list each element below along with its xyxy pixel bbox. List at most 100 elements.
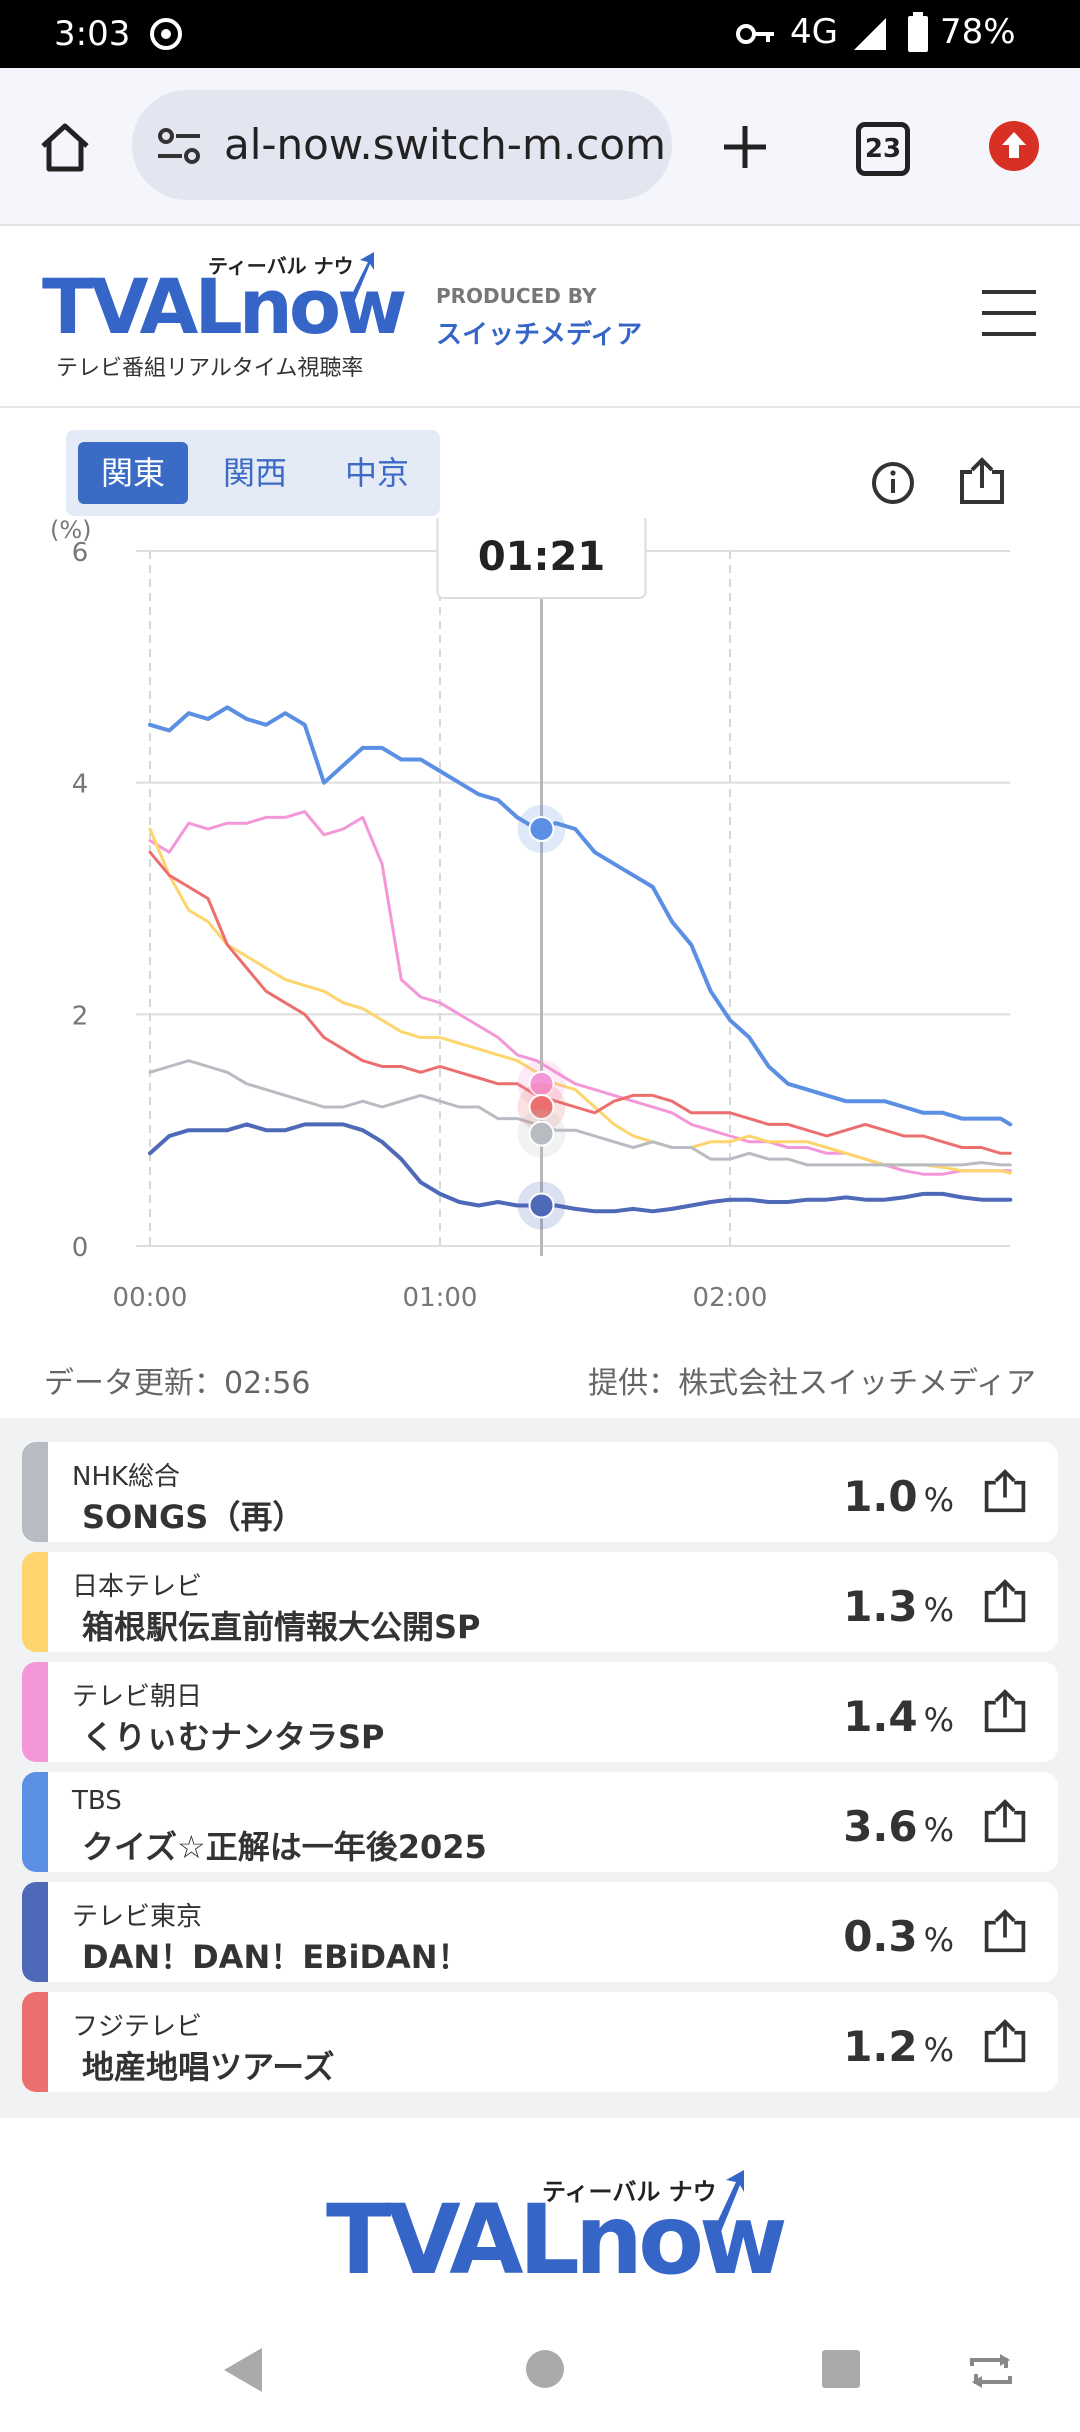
x-tick-label: 01:00: [403, 1283, 478, 1308]
tabs-icon[interactable]: 23: [856, 122, 910, 176]
tab-chukyo[interactable]: 中京: [344, 454, 409, 492]
station-name: テレビ東京: [72, 1902, 203, 1932]
station-color-bar: [22, 1992, 48, 2092]
recents-icon[interactable]: [820, 2348, 862, 2390]
rating-value: 1.0%: [843, 1472, 954, 1521]
rating-unit: %: [923, 1921, 954, 1959]
footer-logo-kana: ティーバル ナウ: [542, 2178, 717, 2206]
y-axis-unit-label: (%): [50, 518, 92, 544]
y-tick-label: 6: [72, 538, 89, 568]
program-title: SONGS（再）: [82, 1498, 305, 1536]
cursor-time-box: [436, 518, 647, 599]
footer-logo-arrow-icon: [708, 2170, 744, 2244]
program-card[interactable]: 日本テレビ箱根駅伝直前情報大公開SP 1.3%: [22, 1552, 1058, 1652]
rating-unit: %: [923, 1811, 954, 1849]
program-card[interactable]: NHK総合 SONGS（再） 1.0%: [22, 1442, 1058, 1542]
series-line-フジテレビ: [148, 850, 1012, 1155]
home-icon[interactable]: [38, 120, 92, 174]
rating-unit: %: [923, 2031, 954, 2069]
data-update-time: データ更新：02:56: [44, 1366, 311, 1401]
y-tick-label: 2: [72, 1001, 89, 1031]
signal-icon: [854, 18, 886, 50]
footer-logo[interactable]: TVALnow ティーバル ナウ: [326, 2170, 788, 2298]
program-card[interactable]: フジテレビ地産地唱ツアーズ 1.2%: [22, 1992, 1058, 2092]
station-name: TBS: [72, 1786, 122, 1816]
rotate-icon[interactable]: [966, 2354, 1016, 2388]
series-line-NHK総合: [148, 1059, 1012, 1167]
produced-by-label: PRODUCED BY: [436, 284, 597, 308]
share-icon[interactable]: [982, 1688, 1028, 1734]
station-color-bar: [22, 1662, 48, 1762]
rating-value: 3.6%: [843, 1802, 954, 1851]
logo-kana: ティーバル ナウ: [208, 254, 354, 278]
region-tabs: 関東 関西 中京: [66, 430, 440, 516]
program-card[interactable]: テレビ東京 DAN！DAN！EBiDAN！ 0.3%: [22, 1882, 1058, 1982]
tab-kansai[interactable]: 関西: [222, 454, 287, 492]
program-list: NHK総合 SONGS（再） 1.0% 日本テレビ 箱根駅伝直前情報大公開SP 1.3% テ…: [0, 1418, 1080, 2118]
hamburger-menu-icon[interactable]: [980, 288, 1038, 338]
series-line-日本テレビ: [148, 827, 1012, 1175]
tab-kanto[interactable]: 関東: [78, 442, 188, 504]
station-name: フジテレビ: [72, 2012, 203, 2042]
rating-number: 3.6: [843, 1802, 918, 1851]
cursor-time-label: 01:21: [478, 534, 605, 580]
cursor-point-フジテレビ: [528, 1094, 555, 1120]
browser-toolbar: al-now.switch-m.com 23: [0, 68, 1080, 226]
x-tick-label: 02:00: [693, 1283, 768, 1308]
series-line-テレビ朝日: [148, 810, 1012, 1176]
network-type: 4G: [790, 12, 838, 52]
update-arrow-icon[interactable]: [988, 120, 1040, 172]
logo-arrow-icon: [344, 252, 374, 312]
program-title: 箱根駅伝直前情報大公開SP: [82, 1608, 481, 1646]
site-header: TVALnow ティーバル ナウ テレビ番組リアルタイム視聴率 PRODUCED…: [0, 226, 1080, 408]
share-icon[interactable]: [982, 1908, 1028, 1954]
rating-number: 1.0: [843, 1472, 918, 1521]
station-name: NHK総合: [72, 1462, 181, 1492]
station-name: テレビ朝日: [72, 1682, 203, 1712]
battery-percent: 78%: [940, 12, 1016, 52]
share-icon[interactable]: [982, 1468, 1028, 1514]
home-circle-icon[interactable]: [524, 2348, 566, 2390]
rating-line-chart[interactable]: (%) 0 2 4 6 00:00 01:00 02:00 01:21: [0, 518, 1080, 1308]
y-tick-label: 4: [72, 770, 89, 800]
rating-unit: %: [923, 1701, 954, 1739]
producer-name[interactable]: スイッチメディア: [436, 320, 643, 350]
chart-card: 関東 関西 中京 (%) 0 2 4 6 00:00 01:00 02:00 01:21 デー…: [0, 408, 1080, 1418]
y-tick-label: 0: [72, 1233, 89, 1263]
site-settings-icon[interactable]: [156, 126, 202, 166]
back-icon[interactable]: [222, 2346, 264, 2394]
series-line-テレビ東京: [148, 1122, 1013, 1214]
program-title: DAN！DAN！EBiDAN！: [82, 1938, 470, 1976]
address-bar[interactable]: al-now.switch-m.com: [132, 90, 672, 200]
rating-unit: %: [923, 1591, 954, 1629]
series-line-TBS: [148, 705, 1013, 1127]
share-icon[interactable]: [982, 1578, 1028, 1624]
share-icon[interactable]: [982, 2018, 1028, 2064]
vpn-key-icon: [736, 24, 774, 44]
rating-number: 0.3: [843, 1912, 918, 1961]
site-logo[interactable]: TVALnow ティーバル ナウ テレビ番組リアルタイム視聴率: [42, 252, 407, 382]
data-provider: 提供：株式会社スイッチメディア: [588, 1366, 1036, 1401]
share-icon[interactable]: [982, 1798, 1028, 1844]
station-color-bar: [22, 1442, 48, 1542]
program-title: 地産地唱ツアーズ: [82, 2048, 335, 2086]
station-color-bar: [22, 1552, 48, 1652]
rating-value: 1.2%: [843, 2022, 954, 2071]
program-card[interactable]: テレビ朝日 くりぃむナンタラSP 1.4%: [22, 1662, 1058, 1762]
rating-number: 1.2: [843, 2022, 918, 2071]
status-time: 3:03: [54, 14, 131, 54]
cursor-point-NHK総合: [528, 1120, 555, 1147]
rating-value: 0.3%: [843, 1912, 954, 1961]
plus-icon[interactable]: [720, 122, 770, 172]
share-icon[interactable]: [958, 456, 1006, 506]
program-card[interactable]: TBS クイズ☆正解は一年後2025 3.6%: [22, 1772, 1058, 1872]
cursor-point-TBS: [528, 816, 555, 842]
hotspot-icon: [150, 18, 182, 50]
station-name: 日本テレビ: [72, 1572, 203, 1602]
x-tick-label: 00:00: [113, 1283, 188, 1308]
cursor-point-テレビ東京: [528, 1192, 555, 1219]
rating-unit: %: [923, 1481, 954, 1519]
url-text: al-now.switch-m.com: [224, 120, 666, 169]
info-icon[interactable]: [870, 460, 916, 506]
rating-number: 1.3: [843, 1582, 918, 1631]
